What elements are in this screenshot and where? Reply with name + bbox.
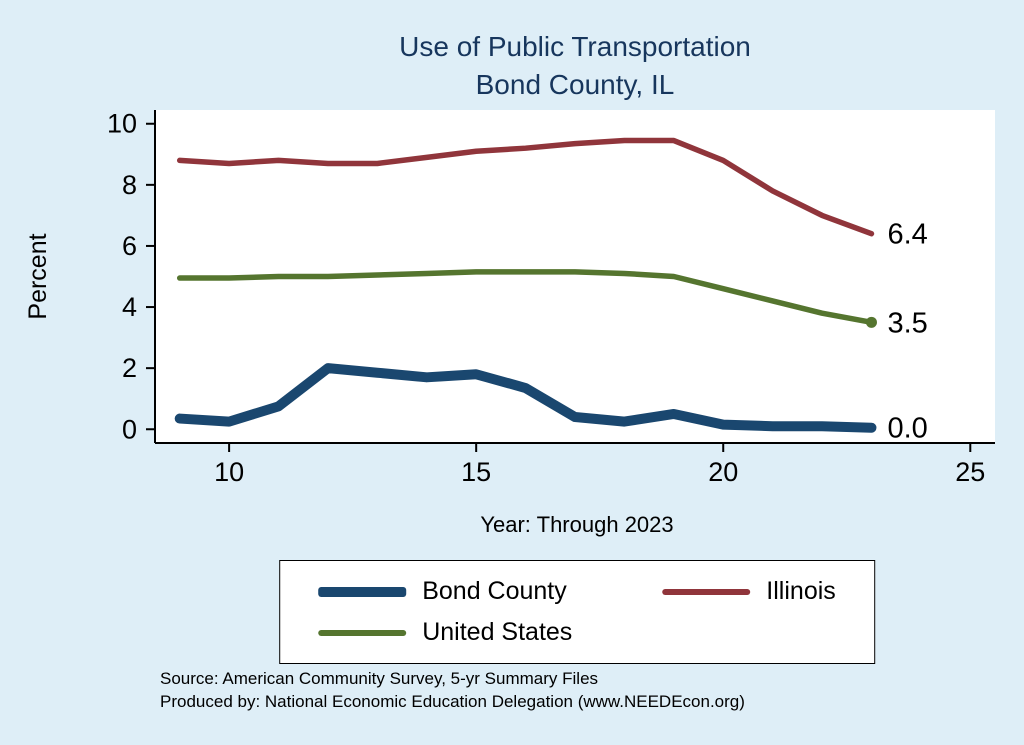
y-tick-label: 8 — [122, 170, 137, 200]
series-line-illinois — [176, 137, 875, 237]
y-axis-title: Percent — [24, 233, 52, 319]
footer: Source: American Community Survey, 5-yr … — [160, 668, 745, 714]
chart-title-line2: Bond County, IL — [475, 68, 675, 100]
legend-label-illinois: Illinois — [766, 577, 836, 605]
x-tick-label: 25 — [955, 457, 985, 487]
source-line: Source: American Community Survey, 5-yr … — [160, 669, 599, 688]
chart-svg: 0 2 4 6 8 10 10 15 20 25 Percent 0.0 6.4 3.5 — [24, 109, 995, 487]
produced-by-line: Produced by: National Economic Education… — [160, 691, 745, 711]
legend-label-united-states: United States — [422, 618, 573, 646]
legend-swatch-illinois — [662, 588, 751, 595]
legend-item-illinois: Illinois — [662, 577, 836, 606]
x-tick-label: 10 — [214, 457, 244, 487]
end-value-label-united-states: 3.5 — [887, 307, 927, 339]
end-value-label-illinois: 6.4 — [887, 219, 927, 251]
legend-swatch-united-states — [318, 629, 407, 636]
legend-item-united-states: United States — [318, 618, 572, 647]
legend-label-bond-county: Bond County — [422, 577, 567, 605]
end-value-label-bond-county: 0.0 — [887, 413, 927, 445]
y-tick-label: 6 — [122, 231, 137, 261]
series-line-united-states — [176, 269, 875, 326]
x-axis-caption: Year: Through 2023 — [480, 512, 674, 537]
series-end-marker-united-states — [865, 316, 877, 328]
y-tick-label: 4 — [122, 292, 137, 322]
y-tick-label: 10 — [107, 109, 137, 139]
y-tick-label: 0 — [122, 414, 137, 444]
y-tick-label: 2 — [122, 353, 137, 383]
x-tick-label: 20 — [708, 457, 738, 487]
chart-title-line1: Use of Public Transportation — [399, 31, 751, 62]
chart-title: Use of Public Transportation Bond County… — [399, 28, 751, 104]
series-line-bond-county — [174, 363, 877, 433]
x-tick-label: 15 — [461, 457, 491, 487]
legend-swatch-bond-county — [318, 586, 407, 597]
legend-item-bond-county: Bond County — [318, 577, 572, 606]
legend: Bond County Illinois United States — [279, 560, 875, 664]
